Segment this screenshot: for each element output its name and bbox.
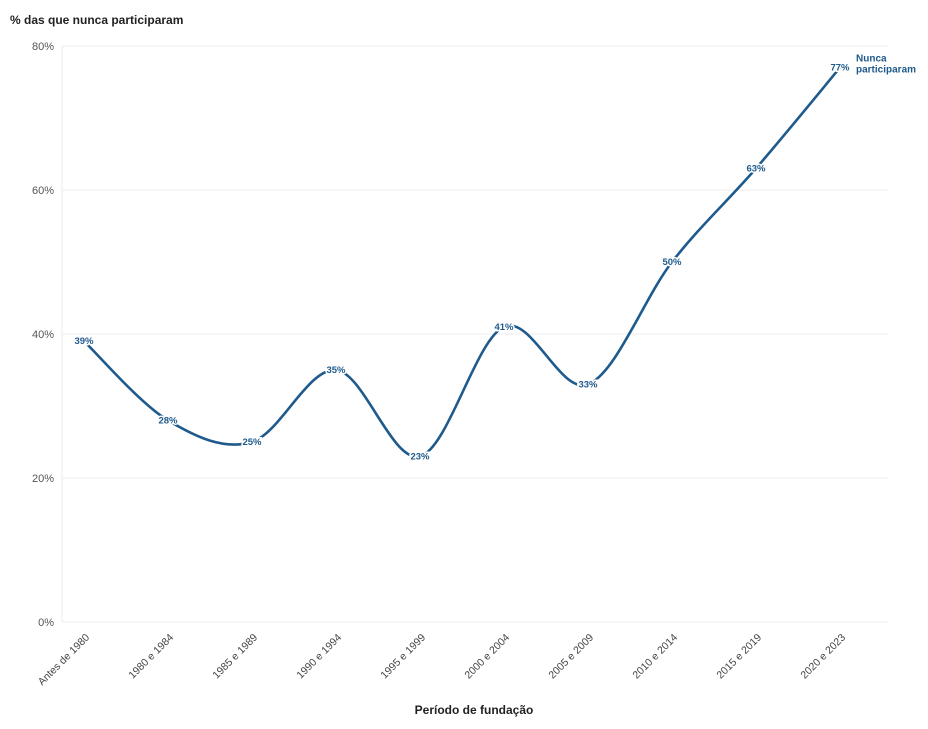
data-label: 39% xyxy=(74,336,94,347)
y-tick-label: 20% xyxy=(32,473,54,485)
x-tick-label: 1990 e 1994 xyxy=(294,632,344,682)
y-axis-ticks: 0% 20% 40% 60% 80% xyxy=(32,41,54,629)
y-tick-label: 0% xyxy=(38,617,54,629)
x-tick-label: 1995 e 1999 xyxy=(378,632,428,682)
data-label: 35% xyxy=(326,365,346,376)
series-label-line-2: participaram xyxy=(856,65,916,76)
series-label-line-1: Nunca xyxy=(856,54,887,65)
x-tick-label: Antes de 1980 xyxy=(36,632,92,688)
x-tick-label: 2020 e 2023 xyxy=(798,632,848,682)
x-axis-title: Período de fundação xyxy=(415,703,534,717)
y-axis-title: % das que nunca participaram xyxy=(10,13,183,27)
x-tick-label: 1985 e 1989 xyxy=(210,632,260,682)
y-tick-label: 60% xyxy=(32,185,54,197)
x-tick-label: 1980 e 1984 xyxy=(126,632,176,682)
series-line-nunca-participaram xyxy=(82,66,842,458)
data-label: 33% xyxy=(578,379,598,390)
data-label: 23% xyxy=(410,451,430,462)
y-tick-label: 80% xyxy=(32,41,54,53)
x-tick-label: 2000 e 2004 xyxy=(462,632,512,682)
data-labels: 39% 28% 25% 35% 23% 41% 33% 50% 63% 77% xyxy=(73,61,852,464)
x-tick-label: 2005 e 2009 xyxy=(546,632,596,682)
x-tick-label: 2015 e 2019 xyxy=(714,632,764,682)
series-label: Nunca participaram xyxy=(856,54,916,76)
data-label: 50% xyxy=(662,257,682,268)
data-label: 41% xyxy=(494,322,514,333)
data-label: 28% xyxy=(158,415,178,426)
gridlines xyxy=(61,45,888,623)
data-label: 63% xyxy=(746,163,766,174)
x-axis-ticks: Antes de 1980 1980 e 1984 1985 e 1989 1990 … xyxy=(36,632,848,688)
data-label: 25% xyxy=(242,437,262,448)
x-tick-label: 2010 e 2014 xyxy=(630,632,680,682)
y-tick-label: 40% xyxy=(32,329,54,341)
data-label: 77% xyxy=(830,63,850,74)
